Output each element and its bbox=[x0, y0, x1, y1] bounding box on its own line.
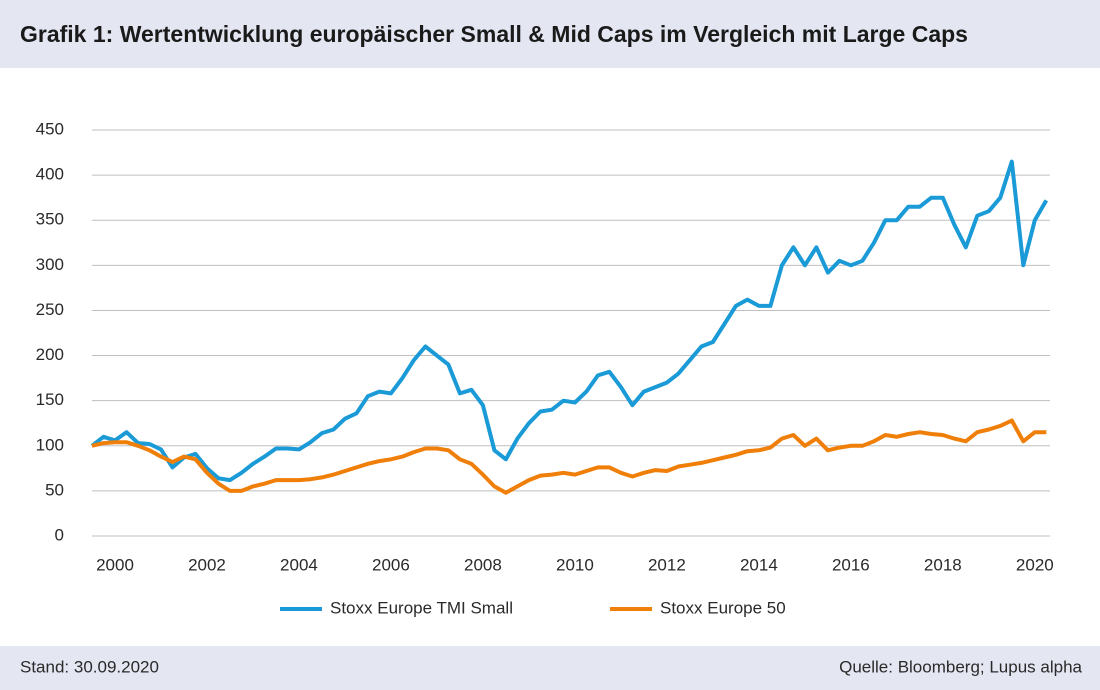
x-tick-label: 2014 bbox=[740, 555, 778, 574]
footer-left: Stand: 30.09.2020 bbox=[20, 657, 159, 676]
legend-label: Stoxx Europe TMI Small bbox=[330, 598, 513, 617]
series-line bbox=[90, 159, 1049, 483]
x-tick-label: 2016 bbox=[832, 555, 870, 574]
x-tick-label: 2010 bbox=[556, 555, 594, 574]
x-tick-label: 2004 bbox=[280, 555, 318, 574]
y-tick-label: 250 bbox=[36, 300, 64, 319]
y-tick-label: 400 bbox=[36, 165, 64, 184]
legend-label: Stoxx Europe 50 bbox=[660, 598, 786, 617]
x-tick-label: 2018 bbox=[924, 555, 962, 574]
x-tick-label: 2012 bbox=[648, 555, 686, 574]
chart-title: Grafik 1: Wertentwicklung europäischer S… bbox=[20, 21, 968, 47]
y-tick-label: 350 bbox=[36, 210, 64, 229]
x-tick-label: 2000 bbox=[96, 555, 134, 574]
x-tick-label: 2002 bbox=[188, 555, 226, 574]
x-tick-label: 2008 bbox=[464, 555, 502, 574]
title-band bbox=[0, 0, 1100, 68]
y-tick-label: 0 bbox=[55, 525, 64, 544]
y-tick-label: 450 bbox=[36, 119, 64, 138]
y-tick-label: 300 bbox=[36, 255, 64, 274]
footer-right: Quelle: Bloomberg; Lupus alpha bbox=[839, 657, 1082, 676]
x-tick-label: 2006 bbox=[372, 555, 410, 574]
y-tick-label: 200 bbox=[36, 345, 64, 364]
x-tick-label: 2020 bbox=[1016, 555, 1054, 574]
y-tick-label: 100 bbox=[36, 435, 64, 454]
y-tick-label: 50 bbox=[45, 480, 64, 499]
y-tick-label: 150 bbox=[36, 390, 64, 409]
series-line bbox=[91, 418, 1047, 495]
footer-band bbox=[0, 646, 1100, 690]
